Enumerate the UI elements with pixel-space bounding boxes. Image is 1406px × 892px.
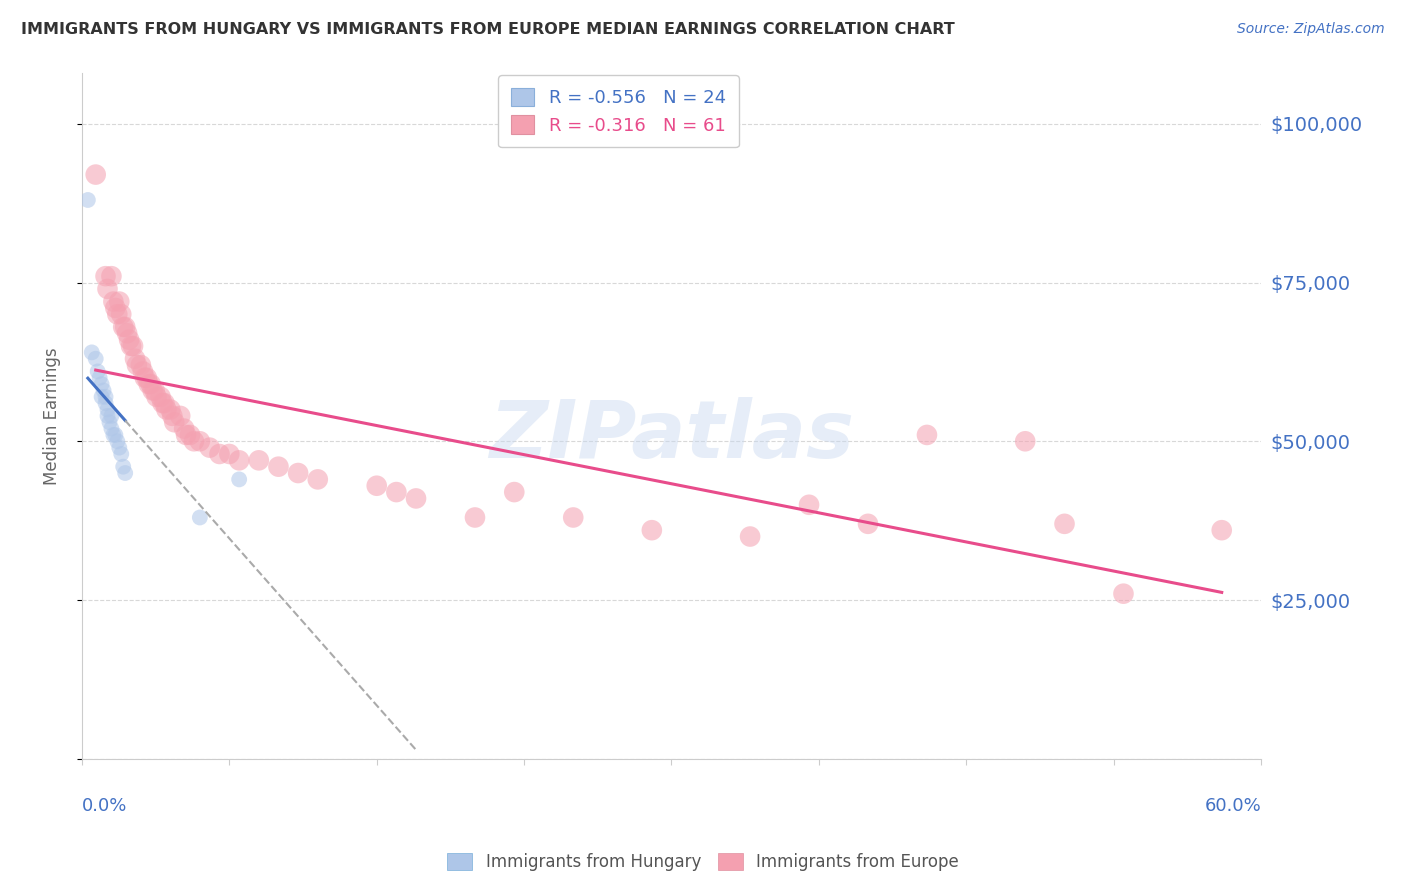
Point	[96, 282, 118, 296]
Point	[100, 409, 122, 423]
Point	[139, 377, 162, 392]
Point	[738, 529, 761, 543]
Point	[138, 377, 160, 392]
Point	[96, 409, 118, 423]
Point	[169, 409, 191, 423]
Point	[228, 472, 250, 486]
Point	[149, 390, 172, 404]
Point	[797, 498, 820, 512]
Point	[134, 371, 156, 385]
Legend: Immigrants from Hungary, Immigrants from Europe: Immigrants from Hungary, Immigrants from…	[439, 845, 967, 880]
Point	[120, 339, 142, 353]
Point	[110, 447, 132, 461]
Point	[188, 510, 211, 524]
Point	[125, 358, 148, 372]
Point	[135, 371, 157, 385]
Point	[1014, 434, 1036, 449]
Point	[98, 415, 121, 429]
Point	[108, 294, 131, 309]
Point	[366, 479, 388, 493]
Point	[94, 396, 117, 410]
Point	[96, 402, 118, 417]
Text: ZIPatlas: ZIPatlas	[489, 398, 853, 475]
Point	[198, 441, 221, 455]
Point	[124, 351, 146, 366]
Text: 0.0%: 0.0%	[82, 797, 128, 814]
Point	[115, 326, 138, 341]
Point	[104, 428, 127, 442]
Point	[103, 294, 125, 309]
Point	[112, 320, 135, 334]
Point	[122, 339, 145, 353]
Point	[118, 333, 141, 347]
Point	[153, 396, 176, 410]
Point	[307, 472, 329, 486]
Point	[94, 390, 117, 404]
Point	[76, 193, 98, 207]
Point	[1053, 516, 1076, 531]
Point	[105, 307, 128, 321]
Point	[129, 358, 152, 372]
Point	[86, 364, 108, 378]
Point	[1112, 587, 1135, 601]
Point	[464, 510, 486, 524]
Point	[183, 434, 205, 449]
Point	[152, 396, 174, 410]
Text: IMMIGRANTS FROM HUNGARY VS IMMIGRANTS FROM EUROPE MEDIAN EARNINGS CORRELATION CH: IMMIGRANTS FROM HUNGARY VS IMMIGRANTS FR…	[21, 22, 955, 37]
Point	[104, 301, 127, 315]
Y-axis label: Median Earnings: Median Earnings	[44, 347, 60, 484]
Point	[94, 269, 117, 284]
Point	[93, 384, 115, 398]
Point	[114, 466, 136, 480]
Text: Source: ZipAtlas.com: Source: ZipAtlas.com	[1237, 22, 1385, 37]
Point	[173, 421, 195, 435]
Point	[100, 269, 122, 284]
Point	[142, 384, 165, 398]
Point	[162, 409, 184, 423]
Point	[80, 345, 103, 359]
Point	[114, 320, 136, 334]
Point	[159, 402, 181, 417]
Point	[89, 371, 111, 385]
Point	[105, 434, 128, 449]
Point	[90, 390, 112, 404]
Legend: R = -0.556   N = 24, R = -0.316   N = 61: R = -0.556 N = 24, R = -0.316 N = 61	[498, 75, 738, 147]
Point	[287, 466, 309, 480]
Point	[385, 485, 408, 500]
Point	[562, 510, 585, 524]
Point	[208, 447, 231, 461]
Point	[132, 364, 155, 378]
Point	[155, 402, 177, 417]
Point	[174, 428, 197, 442]
Point	[405, 491, 427, 506]
Point	[143, 384, 166, 398]
Point	[228, 453, 250, 467]
Point	[163, 415, 186, 429]
Point	[100, 421, 122, 435]
Point	[103, 428, 125, 442]
Point	[218, 447, 240, 461]
Point	[188, 434, 211, 449]
Point	[84, 168, 107, 182]
Point	[90, 377, 112, 392]
Point	[503, 485, 526, 500]
Point	[641, 523, 664, 537]
Point	[915, 428, 938, 442]
Point	[1211, 523, 1233, 537]
Text: 60.0%: 60.0%	[1205, 797, 1261, 814]
Point	[112, 459, 135, 474]
Point	[108, 441, 131, 455]
Point	[856, 516, 879, 531]
Point	[179, 428, 201, 442]
Point	[110, 307, 132, 321]
Point	[247, 453, 270, 467]
Point	[267, 459, 290, 474]
Point	[84, 351, 107, 366]
Point	[145, 390, 167, 404]
